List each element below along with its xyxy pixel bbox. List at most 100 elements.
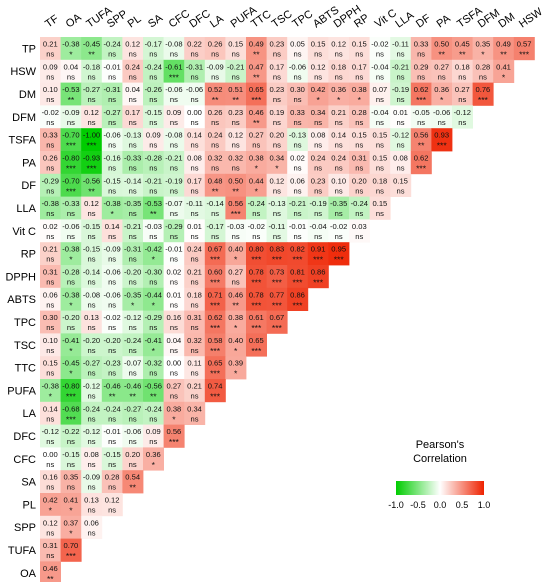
heatmap-cell (81, 470, 103, 494)
cell-significance-label: *** (272, 255, 283, 265)
heatmap-cell (101, 242, 123, 266)
heatmap-cell (163, 219, 185, 243)
cell-significance-label: ns (108, 414, 116, 423)
cell-value-label: -0.06 (186, 85, 203, 94)
cell-significance-label: ns (170, 255, 178, 264)
cell-value-label: -0.02 (330, 222, 347, 231)
heatmap-cell (349, 219, 370, 243)
cell-significance-label: ns (190, 141, 198, 150)
heatmap-cell (101, 379, 123, 403)
heatmap-cell (328, 173, 350, 197)
cell-value-label: -0.21 (145, 176, 162, 185)
heatmap-cell (101, 333, 123, 357)
cell-value-label: -0.15 (103, 176, 120, 185)
heatmap-cell (60, 379, 82, 403)
heatmap-cell (101, 82, 123, 106)
cell-significance-label: ns (396, 95, 404, 104)
column-label: LLA (393, 9, 416, 30)
heatmap-cell (101, 219, 123, 243)
cell-significance-label: ns (170, 369, 178, 378)
cell-value-label: 0.26 (208, 108, 223, 117)
cell-significance-label: ns (149, 72, 157, 81)
cell-significance-label: ns (46, 186, 54, 195)
heatmap-cell (349, 128, 370, 152)
heatmap-cell (163, 59, 185, 83)
cell-significance-label: ns (170, 164, 178, 173)
cell-significance-label: * (152, 300, 156, 310)
cell-value-label: 0.15 (43, 359, 58, 368)
heatmap-cell (60, 401, 82, 425)
heatmap-cell (122, 242, 144, 266)
cell-value-label: 0.12 (311, 62, 326, 71)
cell-value-label: 0.61 (249, 313, 264, 322)
cell-significance-label: ns (46, 232, 54, 241)
cell-value-label: -0.14 (83, 268, 100, 277)
heatmap-cell (184, 356, 206, 380)
cell-value-label: -0.68 (62, 404, 79, 413)
cell-value-label: 0.18 (455, 62, 470, 71)
cell-significance-label: ns (108, 141, 116, 150)
heatmap-cell (163, 356, 185, 380)
cell-significance-label: ns (355, 118, 363, 127)
cell-significance-label: ns (417, 50, 425, 59)
cell-significance-label: ns (190, 392, 198, 401)
heatmap-cell (163, 287, 185, 311)
cell-significance-label: * (255, 186, 259, 196)
cell-significance-label: ns (232, 278, 240, 287)
color-legend: Pearson's Correlation -1.0 -0.5 0.0 0.5 … (386, 437, 494, 517)
heatmap-cell (307, 242, 329, 266)
heatmap-cell (328, 128, 350, 152)
cell-value-label: 0.23 (270, 40, 285, 49)
cell-significance-label: ns (232, 141, 240, 150)
cell-significance-label: ns (170, 118, 178, 127)
heatmap-cell (287, 128, 309, 152)
heatmap-cell (81, 173, 103, 197)
cell-value-label: -0.06 (103, 268, 120, 277)
cell-value-label: -0.14 (206, 199, 223, 208)
cell-significance-label: ns (67, 72, 75, 81)
heatmap-cell (246, 59, 267, 83)
cell-value-label: -0.01 (103, 62, 120, 71)
cell-value-label: 0.17 (270, 62, 285, 71)
row-label: CFC (13, 454, 36, 466)
cell-value-label: 0.33 (290, 108, 305, 117)
heatmap-cell (410, 105, 432, 129)
heatmap-cell (60, 59, 82, 83)
cell-value-label: -0.44 (145, 290, 162, 299)
cell-significance-label: * (172, 414, 176, 424)
heatmap-cell (369, 82, 391, 106)
legend-color-bar (396, 481, 484, 495)
cell-significance-label: ns (314, 50, 322, 59)
cell-value-label: -0.15 (83, 222, 100, 231)
heatmap-cell (101, 493, 123, 517)
heatmap-cell (122, 265, 144, 289)
heatmap-cell (122, 173, 144, 197)
cell-value-label: -0.21 (165, 154, 182, 163)
cell-significance-label: *** (251, 255, 262, 265)
cell-value-label: 0.12 (125, 40, 140, 49)
cell-significance-label: * (152, 255, 156, 265)
cell-significance-label: ns (149, 323, 157, 332)
heatmap-cell (266, 173, 288, 197)
cell-value-label: -0.04 (309, 222, 326, 231)
heatmap-cell (328, 196, 350, 220)
heatmap-cell (287, 173, 309, 197)
cell-significance-label: ns (376, 118, 384, 127)
heatmap-cell (307, 128, 329, 152)
heatmap-cell (81, 356, 103, 380)
heatmap-cell (143, 265, 164, 289)
cell-significance-label: ** (438, 50, 445, 60)
cell-value-label: 0.81 (290, 268, 305, 277)
heatmap-cell (143, 196, 164, 220)
cell-value-label: 0.32 (187, 336, 202, 345)
heatmap-cell (266, 105, 288, 129)
cell-significance-label: ns (190, 300, 198, 309)
cell-significance-label: ns (67, 118, 75, 127)
cell-value-label: -0.45 (83, 40, 100, 49)
cell-value-label: 0.06 (43, 290, 58, 299)
cell-value-label: -0.12 (124, 313, 141, 322)
cell-significance-label: ns (190, 72, 198, 81)
heatmap-cell (184, 196, 206, 220)
cell-significance-label: ** (459, 50, 466, 60)
cell-value-label: 0.73 (270, 268, 285, 277)
